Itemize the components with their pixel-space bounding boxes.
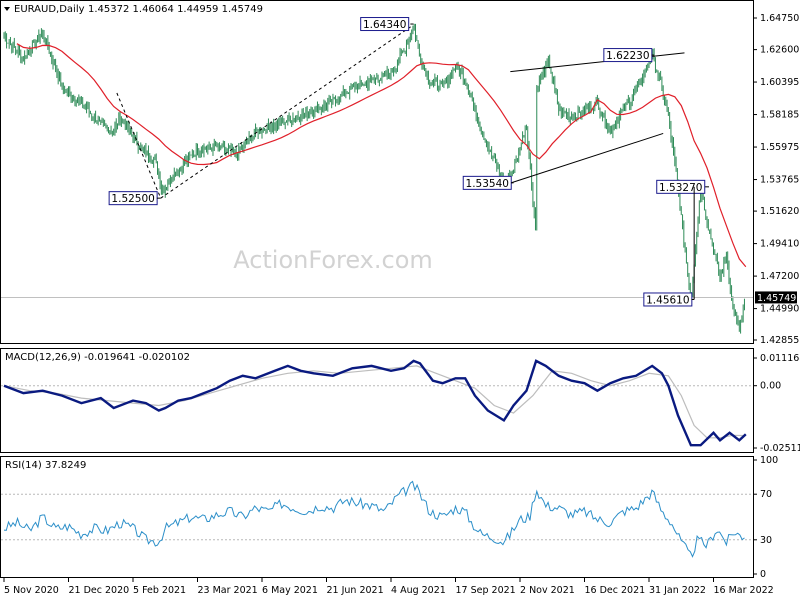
price-annotation: 1.53540 bbox=[462, 175, 512, 190]
dashed-trendline-down bbox=[116, 92, 162, 199]
price-annotation: 1.53270 bbox=[656, 179, 706, 194]
x-axis-label: 5 Feb 2021 bbox=[133, 585, 186, 596]
x-axis-label: 21 Jun 2021 bbox=[327, 585, 384, 596]
x-axis-label: 16 Mar 2022 bbox=[714, 585, 774, 596]
x-axis-label: 21 Dec 2020 bbox=[69, 585, 130, 596]
macd-axis-label: 0.00 bbox=[760, 381, 781, 392]
annotation-label: 1.64340 bbox=[363, 19, 406, 31]
macd-panel-frame bbox=[0, 348, 754, 453]
macd-signal-line bbox=[3, 365, 746, 439]
price-axis-label: 1.44990 bbox=[760, 304, 799, 315]
annotation-label: 1.62230 bbox=[606, 50, 649, 62]
collapse-triangle-icon[interactable] bbox=[4, 7, 10, 11]
dashed-trendline-up bbox=[160, 25, 412, 199]
rsi-axis-label: 70 bbox=[760, 489, 772, 500]
rsi-panel-frame bbox=[0, 456, 754, 578]
macd-axis-label: -0.025117 bbox=[760, 443, 800, 454]
price-axis-label: 1.55975 bbox=[760, 142, 799, 153]
channel-upper-trendline bbox=[510, 52, 685, 73]
x-axis: 5 Nov 2020 21 Dec 2020 5 Feb 2021 23 Mar 20… bbox=[3, 577, 774, 596]
macd-plot bbox=[1, 359, 753, 447]
price-annotations: 1.64340 1.62230 1.52500 1.53540 1.53270 1.456… bbox=[108, 17, 709, 307]
current-price-label: 1.45749 bbox=[757, 293, 796, 304]
price-annotation: 1.52500 bbox=[108, 191, 158, 206]
annotation-label: 1.53540 bbox=[466, 178, 509, 190]
rsi-axis-label: 30 bbox=[760, 535, 772, 546]
macd-y-axis: 0.011168 0.00 -0.025117 bbox=[753, 353, 800, 454]
price-axis-label: 1.64750 bbox=[760, 13, 799, 24]
x-axis-label: 31 Jan 2022 bbox=[649, 585, 706, 596]
rsi-axis-label: 0 bbox=[760, 569, 766, 580]
price-overlays bbox=[1, 25, 753, 298]
watermark: ActionForex.com bbox=[233, 246, 433, 274]
price-axis-label: 1.51620 bbox=[760, 206, 799, 217]
price-axis-label: 1.60395 bbox=[760, 77, 799, 88]
rsi-plot bbox=[1, 480, 753, 558]
rsi-label: RSI(14) 37.8249 bbox=[5, 460, 86, 471]
annotation-label: 1.45610 bbox=[646, 294, 689, 306]
price-annotation: 1.64340 bbox=[360, 17, 410, 32]
header: EURAUD,Daily 1.45372 1.46064 1.44959 1.4… bbox=[4, 4, 263, 471]
price-y-axis: 1.64750 1.62600 1.60395 1.58185 1.55975 1.537… bbox=[753, 13, 799, 346]
ohlc-values: 1.45372 1.46064 1.44959 1.45749 bbox=[88, 4, 263, 15]
price-axis-label: 1.58185 bbox=[760, 110, 799, 121]
price-axis-label: 1.53765 bbox=[760, 175, 799, 186]
price-annotation: 1.45610 bbox=[643, 292, 693, 307]
annotation-box bbox=[656, 179, 706, 194]
macd-axis-label: 0.011168 bbox=[760, 353, 800, 364]
rsi-y-axis: 100 70 30 0 bbox=[753, 455, 778, 580]
current-price-marker bbox=[755, 291, 797, 304]
annotation-box bbox=[360, 17, 410, 32]
x-axis-label: 23 Mar 2021 bbox=[198, 585, 258, 596]
price-annotation: 1.62230 bbox=[603, 48, 653, 63]
x-axis-label: 5 Nov 2020 bbox=[4, 585, 59, 596]
annotation-label: 1.53270 bbox=[659, 182, 702, 194]
x-axis-label: 2 Nov 2021 bbox=[520, 585, 575, 596]
price-panel-frame bbox=[0, 0, 754, 344]
macd-label: MACD(12,26,9) -0.019641 -0.020102 bbox=[5, 352, 190, 363]
moving-average-line bbox=[16, 43, 747, 268]
price-axis-label: 1.47200 bbox=[760, 271, 799, 282]
x-axis-label: 4 Aug 2021 bbox=[391, 585, 446, 596]
channel-lower-trendline bbox=[510, 132, 664, 184]
price-bars bbox=[3, 23, 745, 334]
annotation-label: 1.52500 bbox=[111, 193, 154, 205]
rsi-line bbox=[3, 480, 745, 558]
symbol-label: EURAUD,Daily bbox=[14, 4, 85, 15]
x-axis-label: 6 May 2021 bbox=[262, 585, 318, 596]
price-axis-label: 1.42855 bbox=[760, 335, 799, 346]
rsi-axis-label: 100 bbox=[760, 455, 778, 466]
price-axis-label: 1.49410 bbox=[760, 239, 799, 250]
x-axis-label: 16 Dec 2021 bbox=[585, 585, 646, 596]
x-axis-label: 17 Sep 2021 bbox=[456, 585, 516, 596]
macd-main-line bbox=[3, 359, 747, 447]
price-axis-label: 1.62600 bbox=[760, 45, 799, 56]
